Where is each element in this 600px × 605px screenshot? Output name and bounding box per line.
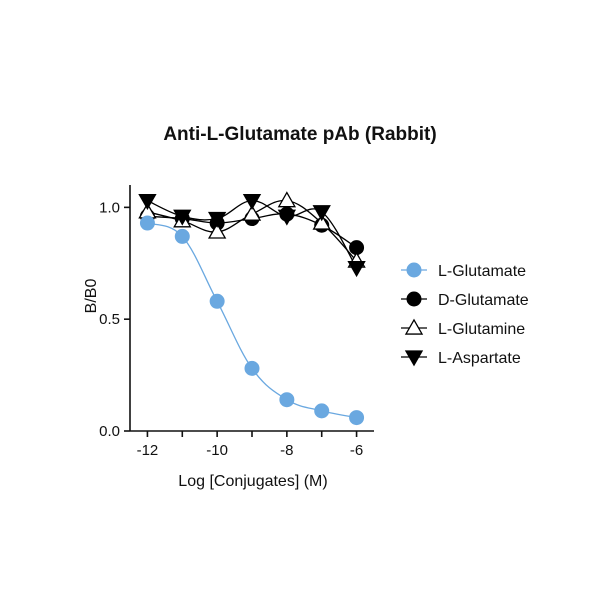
y-axis-label: B/B0	[83, 279, 100, 314]
fit-curve-l-glutamate	[147, 222, 357, 419]
legend-label-d-glutamate: D-Glutamate	[438, 292, 529, 309]
axes: 0.0 0.5 1.0 -12 -10 -8 -6	[99, 185, 374, 459]
legend-label-l-glutamine: L-Glutamine	[438, 321, 525, 338]
data-point-l-glutamine	[312, 213, 331, 230]
y-tick-label: 0.5	[99, 311, 120, 328]
data-point-l-aspartate	[242, 193, 262, 211]
data-point-l-glutamate	[314, 403, 330, 419]
data-point-l-glutamine	[242, 204, 262, 221]
x-axis-label: Log [Conjugates] (M)	[178, 473, 327, 490]
legend-label-l-glutamate: L-Glutamate	[438, 263, 526, 280]
data-point-l-glutamate	[349, 410, 365, 426]
data-point-l-glutamate	[279, 392, 295, 408]
chart-title: Anti-L-Glutamate pAb (Rabbit)	[163, 124, 436, 145]
legend-item-d-glutamate: D-Glutamate	[401, 291, 529, 309]
data-point-l-aspartate	[312, 205, 331, 222]
legend-marker-d-glutamate	[406, 291, 422, 307]
data-points	[138, 191, 366, 426]
legend-marker-l-glutamate	[406, 262, 422, 278]
data-point-l-glutamate	[209, 293, 225, 309]
legend-label-l-aspartate: L-Aspartate	[438, 350, 521, 367]
x-tick-label: -10	[206, 442, 228, 459]
data-point-l-aspartate	[207, 211, 227, 228]
data-point-l-glutamate	[139, 215, 155, 231]
data-point-l-glutamate	[174, 228, 190, 244]
legend: L-Glutamate D-Glutamate L-Glutamine L-Aspar…	[401, 262, 529, 367]
y-tick-label: 1.0	[99, 199, 120, 216]
data-point-l-aspartate	[138, 193, 157, 211]
data-point-l-aspartate	[347, 261, 366, 278]
legend-item-l-glutamate: L-Glutamate	[401, 262, 526, 280]
data-point-l-aspartate	[173, 209, 192, 226]
legend-marker-l-aspartate	[404, 350, 424, 367]
y-tick-label: 0.0	[99, 423, 120, 440]
data-point-l-glutamine	[277, 191, 297, 208]
legend-marker-l-glutamine	[404, 318, 424, 335]
x-tick-label: -8	[280, 442, 293, 459]
data-point-l-aspartate	[277, 209, 297, 226]
x-tick-label: -12	[137, 442, 159, 459]
data-point-l-glutamine	[207, 222, 227, 239]
legend-item-l-aspartate: L-Aspartate	[401, 350, 521, 367]
x-tick-label: -6	[350, 442, 363, 459]
data-point-l-glutamate	[244, 360, 260, 376]
legend-item-l-glutamine: L-Glutamine	[401, 318, 525, 338]
